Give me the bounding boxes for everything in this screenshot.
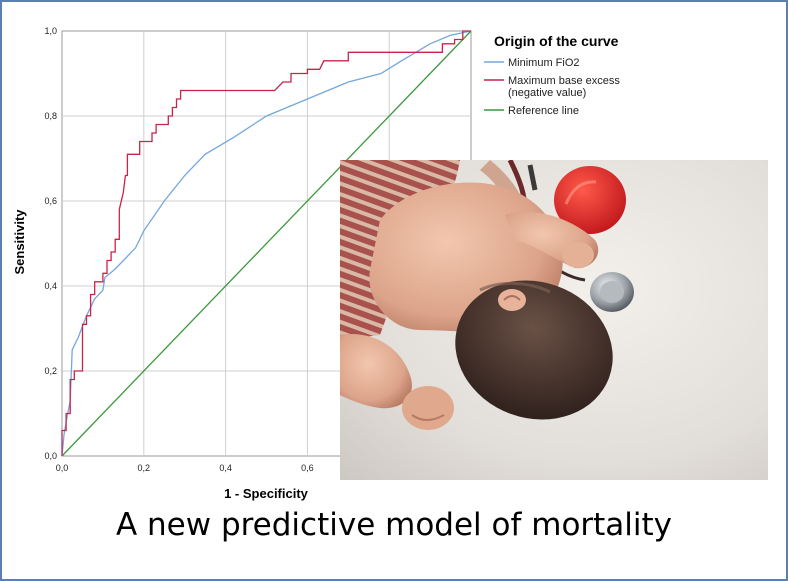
legend-entry-label: Maximum base excess	[508, 75, 620, 87]
chart-ticks: 0,0 0,2 0,4 0,6 0,8 1,0 0,0 0,2 0,4 0,6	[44, 26, 313, 473]
x-tick-label: 0,6	[301, 463, 314, 473]
x-axis-title: 1 - Specificity	[224, 486, 309, 501]
x-tick-label: 0,2	[138, 463, 151, 473]
y-tick-label: 1,0	[44, 26, 57, 36]
y-tick-label: 0,0	[44, 451, 57, 461]
newborn-photo-image	[340, 160, 768, 480]
legend-entry-label: Reference line	[508, 105, 579, 117]
legend-title: Origin of the curve	[494, 33, 619, 49]
series-line-minimum-fio2	[61, 30, 472, 457]
series-line-maximum-base-excess-negative-value	[61, 30, 471, 456]
chart-legend: Origin of the curve Minimum FiO2 Maximum …	[484, 33, 620, 117]
x-tick-label: 0,4	[219, 463, 232, 473]
legend-entry-label: (negative value)	[508, 87, 586, 99]
y-tick-label: 0,6	[44, 196, 57, 206]
x-tick-label: 0,0	[56, 463, 69, 473]
newborn-photo	[340, 160, 768, 480]
footer-title: A new predictive model of mortality	[115, 507, 673, 543]
y-tick-label: 0,8	[44, 111, 57, 121]
y-tick-label: 0,2	[44, 366, 57, 376]
chart-series	[61, 30, 472, 457]
y-tick-label: 0,4	[44, 281, 57, 291]
y-axis-title: Sensitivity	[12, 209, 27, 275]
series-line-reference-line	[61, 30, 472, 457]
legend-entry-label: Minimum FiO2	[508, 57, 580, 69]
